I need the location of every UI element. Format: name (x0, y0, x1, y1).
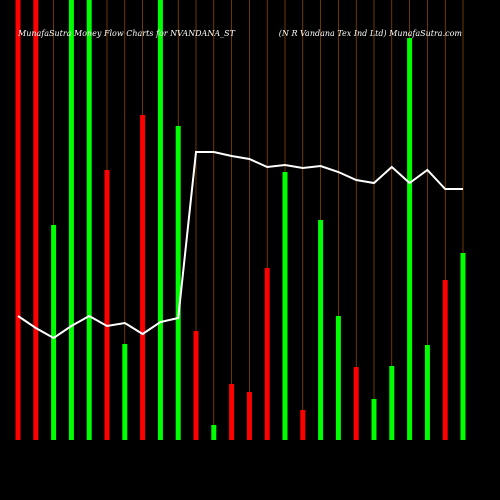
bar (264, 268, 270, 440)
bar (175, 126, 181, 440)
bar (33, 0, 39, 440)
bar (211, 425, 217, 440)
bar (282, 172, 288, 440)
bar (424, 345, 430, 440)
bar (371, 399, 377, 440)
bar (140, 115, 146, 440)
bar (68, 0, 74, 440)
bar (15, 0, 21, 440)
bar (104, 170, 110, 440)
bar (318, 220, 324, 440)
bar (229, 384, 235, 440)
bar (86, 0, 92, 440)
bar (389, 366, 395, 440)
bar (442, 280, 448, 440)
money-flow-line (17, 151, 463, 340)
chart-title: MunafaSutra Money Flow Charts for NVANDA… (17, 29, 236, 38)
bar (300, 410, 306, 440)
bar (353, 367, 359, 440)
bar (122, 344, 128, 440)
bar (335, 316, 341, 440)
bar (407, 38, 413, 440)
bar (246, 392, 252, 440)
chart-subtitle: (N R Vandana Tex Ind Ltd) MunafaSutra.co… (279, 29, 463, 38)
bar (157, 0, 163, 440)
bar (51, 225, 57, 440)
bar (193, 331, 199, 440)
bar (460, 253, 466, 440)
